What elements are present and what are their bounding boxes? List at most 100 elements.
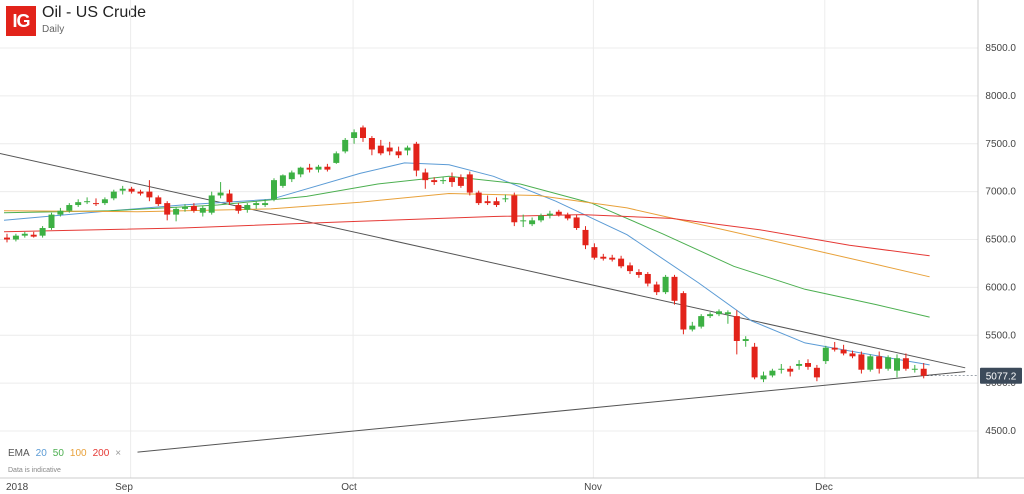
ema-50-line [3,175,930,318]
x-tick-label: Dec [815,482,833,493]
candle-body [386,147,393,152]
candle-body [591,247,598,258]
candle-body [342,139,349,152]
candle-body [351,132,358,139]
candle-body [279,175,286,186]
candle-body [822,347,829,362]
candle-body [431,180,438,183]
candle-body [4,237,10,240]
candle-body [146,191,153,198]
candle-body [128,188,135,192]
ema-50-label[interactable]: 50 [52,448,64,459]
candle-body [101,199,108,204]
candle-body [466,174,473,193]
ema-legend[interactable]: EMA 20 50 100 200 × [8,448,121,459]
ema-200-label[interactable]: 200 [92,448,110,459]
data-note: Data is indicative [8,467,61,474]
candle-body [787,368,794,372]
candle-body [457,177,464,186]
timeframe-label: Daily [42,24,65,35]
candle-body [627,265,633,272]
candle-body [413,143,420,171]
y-tick-label: 6000.0 [985,282,1016,293]
candle-body [600,256,607,259]
candle-body [253,203,260,206]
candle-body [368,138,375,150]
candle-body [315,166,322,170]
candle-body [110,191,117,199]
candle-body [493,201,500,206]
candle-body [858,354,865,370]
ema-label: EMA [8,448,30,459]
candle-body [885,357,892,369]
close-icon[interactable]: × [115,448,122,459]
candle-body [119,188,126,191]
candle-body [155,197,162,205]
candle-body [30,234,37,237]
candle-body [66,205,73,211]
candle-body [618,258,625,267]
candle-body [244,205,251,210]
candle-body [573,217,580,229]
candle-body [475,192,482,204]
ema-20-label[interactable]: 20 [35,448,47,459]
candle-body [769,370,776,376]
candle-body [137,191,144,194]
candle-body [21,233,28,236]
y-tick-label: 4500.0 [985,426,1016,437]
ema-200-line [3,214,930,257]
candle-body [324,166,331,170]
candle-body [716,311,722,315]
candle-body [48,214,55,229]
candle-body [840,349,847,354]
candle-body [724,312,731,315]
y-tick-label: 8500.0 [985,43,1016,54]
candle-body [920,368,927,376]
x-tick-label: Oct [341,482,357,493]
candle-body [511,195,518,223]
candle-body [609,257,616,260]
candle-body [217,192,224,196]
y-tick-label: 7500.0 [985,139,1016,150]
candle-body [538,215,544,221]
candle-body [662,276,669,293]
candle-body [689,325,696,330]
candle-body [173,208,180,215]
candle-body [564,214,571,219]
ema-100-label[interactable]: 100 [69,448,87,459]
candle-body [867,356,874,370]
candle-body [333,153,340,163]
candle-body [377,145,384,154]
candle-body [306,167,313,170]
candle-body [582,229,589,246]
candle-body [288,172,295,180]
candle-body [297,167,304,175]
candle-body [199,207,206,213]
x-tick-label: Nov [584,482,602,493]
candle-body [876,356,883,369]
candle-body [271,180,277,200]
candle-body [644,273,651,284]
candle-body [529,220,536,225]
candle-body [796,363,803,366]
chart-title: Oil - US Crude [42,4,147,21]
candle-body [760,375,767,380]
candle-body [395,151,402,156]
candle-body [680,293,687,330]
last-price-label: 5077.2 [986,372,1017,383]
candle-body [555,211,562,215]
candle-body [742,339,749,341]
y-tick-label: 5500.0 [985,330,1016,341]
candle-body [190,205,197,211]
candle-body [226,193,233,203]
candle-body [671,276,678,301]
candle-body [831,347,838,350]
candle-body [449,177,455,183]
candle-body [39,228,46,236]
candle-body [902,358,909,369]
candle-body [84,201,91,203]
candle-body [813,367,820,378]
candle-body [404,147,411,151]
x-tick-label: 2018 [6,482,29,493]
